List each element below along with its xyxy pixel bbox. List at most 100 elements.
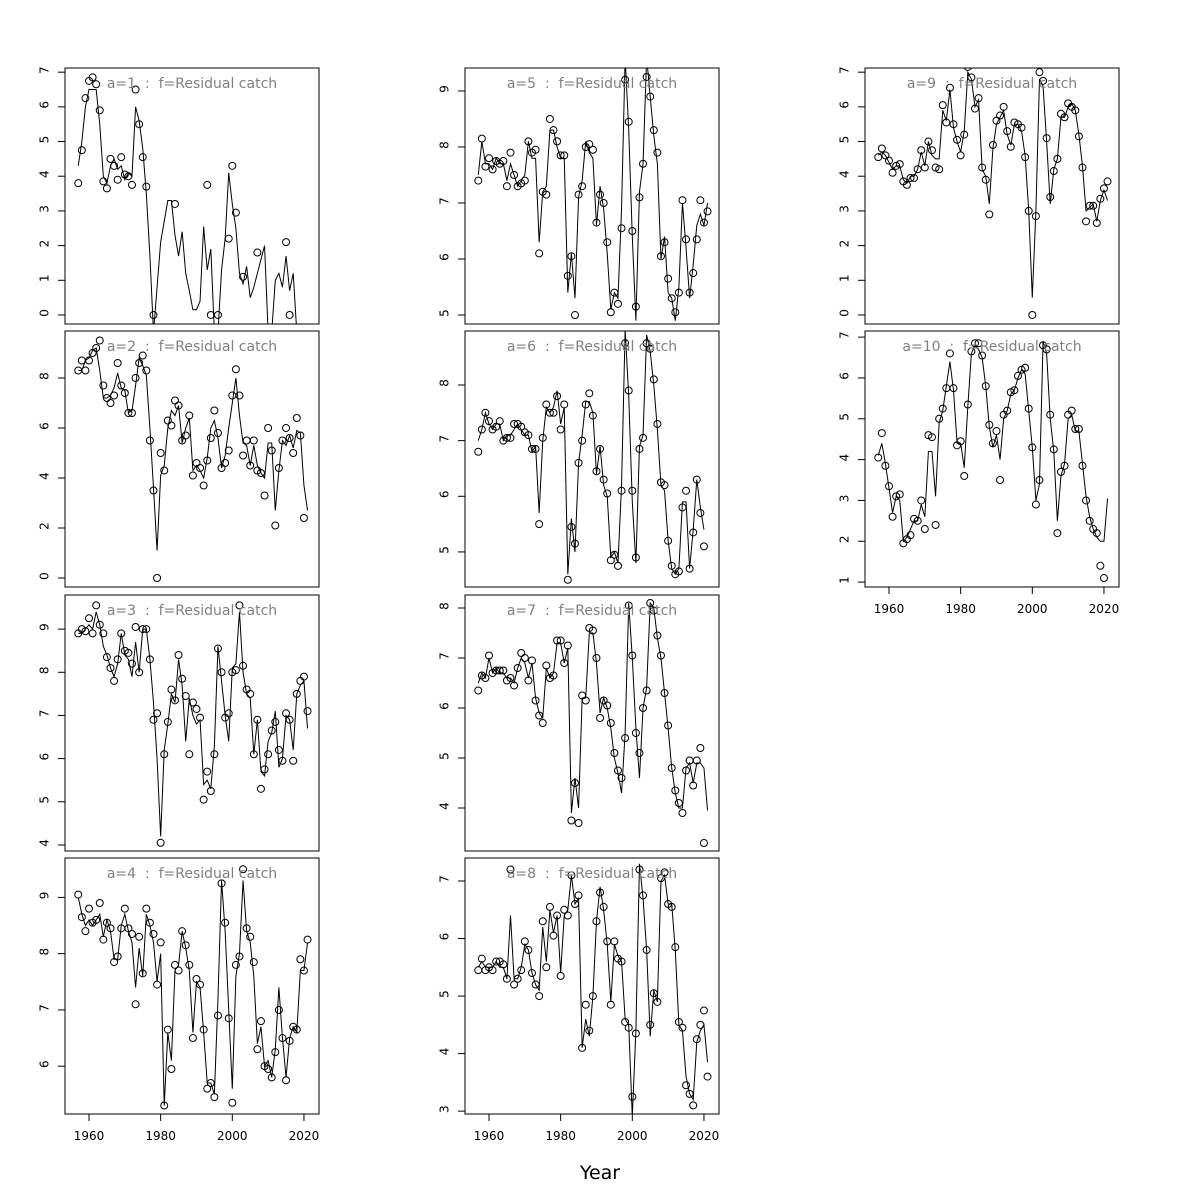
observed-point: [581, 1000, 590, 1009]
observed-point: [213, 310, 222, 319]
y-tick-label: 9: [38, 623, 52, 631]
observed-point: [664, 274, 673, 283]
observed-point: [945, 349, 954, 358]
x-tick-label: 2020: [689, 1129, 720, 1143]
y-tick-label: 2: [38, 522, 52, 530]
plot-area: [474, 331, 708, 584]
observed-point: [120, 904, 129, 913]
observed-point: [299, 514, 308, 522]
observed-point: [231, 208, 240, 217]
observed-point: [256, 1017, 265, 1026]
observed-point: [1049, 167, 1058, 176]
observed-point: [560, 400, 569, 409]
observed-point: [963, 68, 972, 71]
observed-point: [92, 915, 101, 924]
y-tick-label: 7: [438, 197, 452, 205]
observed-point: [596, 444, 605, 453]
y-tick-label: 5: [838, 136, 852, 144]
plot-area: [874, 68, 1112, 319]
observed-point: [617, 774, 626, 782]
observed-point: [510, 980, 519, 989]
observed-point: [246, 689, 255, 698]
x-tick-label: 2020: [1089, 602, 1120, 616]
plot-frame: [464, 330, 720, 588]
observed-point: [596, 190, 605, 199]
panel: 5 6 7 8 a=6 : f=Residual catch: [438, 330, 720, 588]
observed-point: [285, 310, 294, 319]
y-tick-label: 6: [438, 933, 452, 941]
panel: 4 5 6 7 8 9 a=3 : f=Residual catch: [38, 594, 320, 852]
panel: 0 1 2 3 4 5 6 7 a=1 : f=Residual catch: [38, 66, 320, 325]
y-tick-label: 6: [38, 422, 52, 430]
observed-point: [1035, 68, 1044, 77]
plot-area: [74, 73, 297, 324]
observed-point: [153, 709, 162, 718]
observed-point: [535, 992, 544, 1001]
observed-point: [888, 512, 897, 521]
y-tick-label: 3: [38, 205, 52, 213]
observed-point: [170, 396, 179, 405]
observed-point: [131, 374, 140, 382]
y-tick-label: 6: [38, 753, 52, 761]
panel-title: a=3 : f=Residual catch: [107, 603, 277, 619]
observed-point: [699, 1006, 708, 1015]
observed-point: [163, 1025, 172, 1034]
y-tick-label: 4: [838, 454, 852, 462]
observed-point: [264, 1064, 273, 1073]
observed-point: [110, 676, 119, 685]
observed-point: [188, 1034, 197, 1043]
observed-point: [296, 676, 305, 685]
observed-point: [156, 449, 165, 457]
observed-point: [167, 1064, 176, 1073]
observed-point: [131, 1000, 140, 1009]
observed-point: [274, 1005, 283, 1014]
y-tick-label: 6: [38, 1060, 52, 1068]
plot-frame: [64, 330, 320, 588]
y-tick-label: 1: [38, 274, 52, 282]
observed-point: [510, 170, 519, 179]
observed-point: [513, 664, 522, 672]
panel: 4 5 6 7 8 a=7 : f=Residual catch: [438, 594, 720, 852]
panel: 3 4 5 6 7 1960 1980 2000 2020 a=8 : f=Residual ca…: [438, 857, 720, 1143]
y-tick-label: 6: [838, 372, 852, 380]
observed-point: [235, 601, 244, 610]
y-tick-label: 3: [438, 1105, 452, 1113]
observed-point: [264, 424, 273, 432]
observed-point: [253, 248, 262, 257]
observed-point: [542, 963, 551, 972]
observed-point: [488, 165, 497, 174]
y-tick-label: 8: [438, 602, 452, 610]
panel-title: a=6 : f=Residual catch: [507, 339, 677, 355]
observed-point: [578, 182, 587, 191]
observed-point: [239, 272, 248, 281]
panel: 0 2 4 6 8 a=2 : f=Residual catch: [38, 330, 320, 588]
observed-point: [231, 960, 240, 969]
observed-point: [938, 101, 947, 110]
y-tick-label: 8: [38, 666, 52, 674]
observed-point: [1103, 177, 1112, 186]
observed-point: [927, 433, 936, 442]
panel-title: a=4 : f=Residual catch: [107, 866, 277, 882]
plot-area: [474, 599, 709, 847]
observed-point: [142, 366, 151, 375]
observed-point: [74, 890, 83, 899]
y-tick-label: 6: [438, 253, 452, 261]
observed-point: [874, 153, 883, 162]
observed-point: [506, 865, 515, 874]
y-tick-label: 6: [438, 702, 452, 710]
observed-point: [106, 663, 115, 672]
plot-frame: [864, 330, 1120, 588]
observed-point: [1071, 424, 1080, 433]
observed-point: [692, 235, 701, 244]
y-tick-label: 7: [838, 66, 852, 74]
observed-point: [567, 252, 576, 261]
observed-point: [217, 668, 226, 677]
observed-point: [481, 674, 490, 682]
observed-point: [289, 449, 298, 457]
y-tick-label: 7: [38, 1004, 52, 1012]
observed-point: [102, 184, 111, 193]
observed-point: [696, 744, 705, 752]
fitted-line: [78, 611, 309, 837]
fitted-line: [877, 341, 1109, 543]
observed-point: [682, 766, 691, 775]
